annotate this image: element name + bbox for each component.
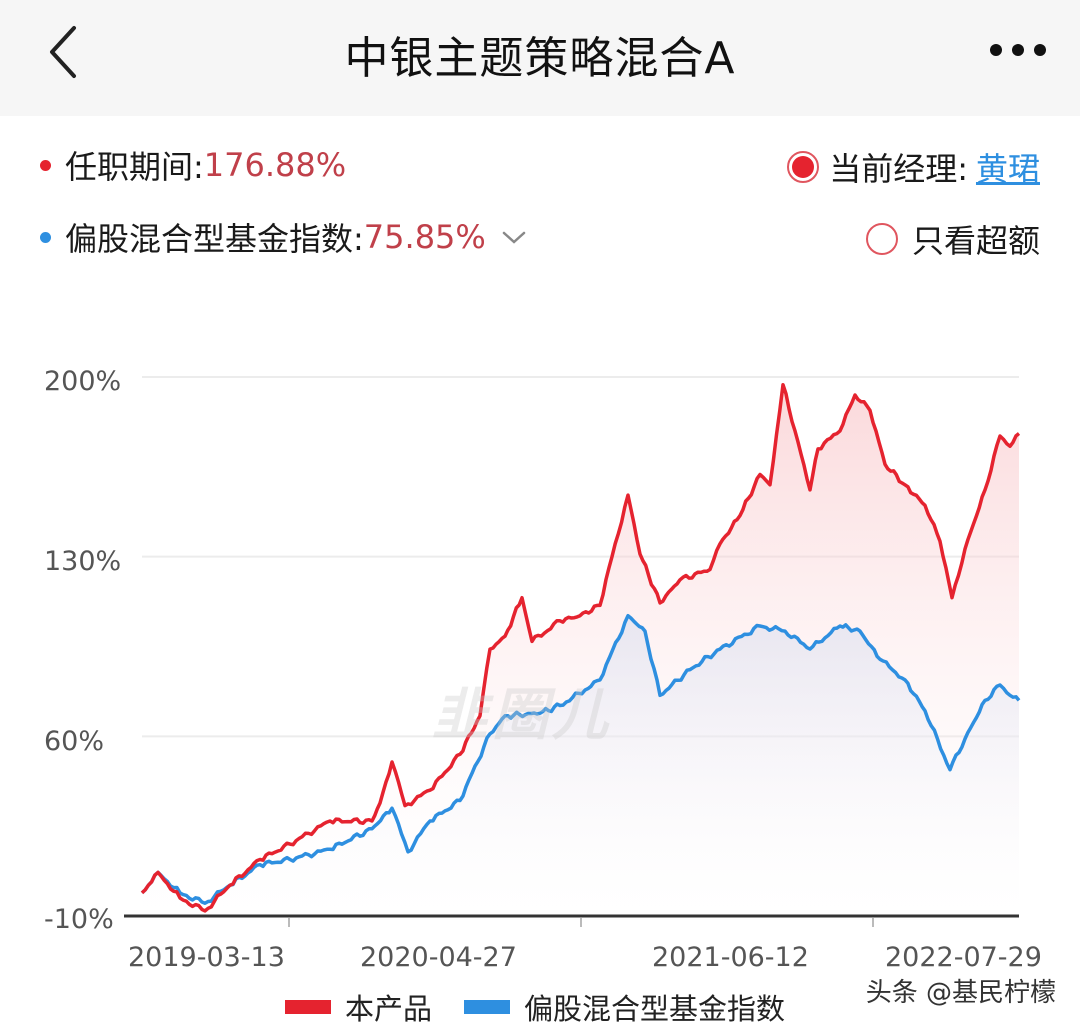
red-swatch-icon <box>285 1000 331 1014</box>
index-line <box>140 613 1021 905</box>
watermark: 韭圈儿 <box>432 683 612 748</box>
x-tick-label: 2021-06-12 <box>652 942 809 973</box>
y-tick-label: -10% <box>44 904 114 935</box>
chart-legend: 本产品 偏股混合型基金指数 <box>285 986 817 1028</box>
blue-dot-icon <box>40 231 51 243</box>
more-button[interactable] <box>986 34 1050 66</box>
radio-selected-icon[interactable] <box>787 151 820 183</box>
x-tick-label: 2019-03-13 <box>128 942 285 973</box>
x-tick-label: 2020-04-27 <box>360 942 517 973</box>
current-manager-option[interactable]: 当前经理: 黄珺 <box>787 144 1040 190</box>
tenure-value: 176.88% <box>203 146 347 184</box>
legend-label: 偏股混合型基金指数 <box>524 992 786 1026</box>
tenure-label: 任职期间: <box>65 148 204 186</box>
blue-swatch-icon <box>464 1000 511 1014</box>
y-tick-label: 130% <box>44 546 122 577</box>
index-return-row: 偏股混合型基金指数: 75.85% <box>40 214 528 260</box>
y-tick-label: 200% <box>44 366 122 397</box>
product-line <box>140 382 1021 913</box>
back-button[interactable] <box>40 20 100 84</box>
page-title: 中银主题策略混合A <box>344 33 736 84</box>
chevron-down-icon[interactable] <box>500 223 528 251</box>
source-credit: 头条 @基民柠檬 <box>865 978 1056 1008</box>
red-dot-icon <box>40 159 51 171</box>
top-bar: 中银主题策略混合A <box>0 0 1080 116</box>
legend-item-index[interactable]: 偏股混合型基金指数 <box>464 986 785 1028</box>
excess-only-option[interactable]: 只看超额 <box>865 216 1040 262</box>
legend-label: 本产品 <box>345 992 433 1026</box>
more-horizontal-icon <box>990 44 1046 56</box>
index-area <box>142 615 1019 916</box>
y-tick-label: 60% <box>44 726 105 757</box>
index-value: 75.85% <box>363 218 486 256</box>
x-tick-label: 2022-07-29 <box>885 942 1042 973</box>
legend-item-product[interactable]: 本产品 <box>285 986 432 1028</box>
chevron-left-icon <box>50 26 76 78</box>
tenure-return-row: 任职期间: 176.88% <box>40 142 346 188</box>
excess-only-label: 只看超额 <box>911 222 1040 260</box>
index-label: 偏股混合型基金指数: <box>65 220 364 258</box>
manager-name-link[interactable]: 黄珺 <box>975 150 1040 188</box>
radio-unselected-icon[interactable] <box>865 223 898 255</box>
current-manager-label: 当前经理: <box>829 150 968 188</box>
